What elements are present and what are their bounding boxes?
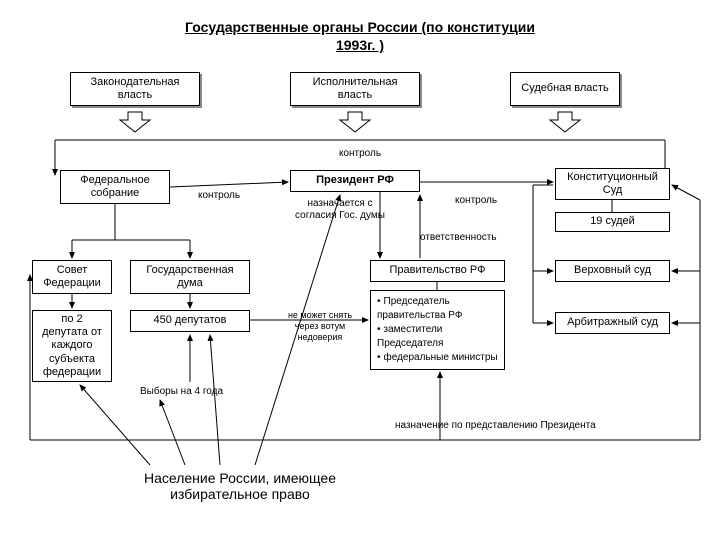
hollow-arrow-2 bbox=[340, 112, 370, 132]
elections-label: Выборы на 4 года bbox=[140, 386, 223, 398]
federal-assembly-box: Федеральное собрание bbox=[60, 170, 170, 204]
appointment-text: назначается с согласия Гос. думы bbox=[295, 198, 385, 222]
president-label: Президент РФ bbox=[316, 174, 394, 187]
population-text: Население России, имеющее избирательное … bbox=[100, 470, 380, 502]
appointment-president-label: назначение по представлению Президента bbox=[395, 420, 596, 432]
state-duma-box: Государственная дума bbox=[130, 260, 250, 294]
gov-ministers: федеральные министры bbox=[377, 351, 498, 365]
diagram-title: Государственные органы России (по консти… bbox=[0, 0, 720, 54]
executive-label: Исполнительная власть bbox=[295, 76, 415, 102]
executive-branch-box: Исполнительная власть bbox=[290, 72, 420, 106]
legislative-branch-box: Законодательная власть bbox=[70, 72, 200, 106]
judges-label: 19 судей bbox=[590, 215, 635, 228]
title-line-2: 1993г. ) bbox=[336, 37, 384, 53]
federal-assembly-label: Федеральное собрание bbox=[65, 174, 165, 200]
judicial-branch-box: Судебная власть bbox=[510, 72, 620, 106]
gov-chairman: Председатель правительства РФ bbox=[377, 295, 498, 323]
450-deputies-label: 450 депутатов bbox=[153, 314, 226, 327]
supreme-court-box: Верховный суд bbox=[555, 260, 670, 282]
constitutional-court-box: Конституционный Суд bbox=[555, 168, 670, 200]
constitutional-court-label: Конституционный Суд bbox=[560, 171, 665, 197]
450-deputies-box: 450 депутатов bbox=[130, 310, 250, 332]
judicial-label: Судебная власть bbox=[521, 82, 608, 95]
supreme-court-label: Верховный суд bbox=[574, 264, 651, 277]
state-duma-label: Государственная дума bbox=[135, 264, 245, 290]
gov-deputies: заместители Председателя bbox=[377, 323, 498, 351]
hollow-arrow-3 bbox=[550, 112, 580, 132]
title-line-1: Государственные органы России (по консти… bbox=[185, 19, 535, 35]
federation-council-label: Совет Федерации bbox=[37, 264, 107, 290]
arbitration-court-label: Арбитражный суд bbox=[567, 316, 658, 329]
two-deputies-box: по 2 депутата от каждого субъекта федера… bbox=[32, 310, 112, 382]
judges-box: 19 судей bbox=[555, 212, 670, 232]
hollow-arrow-1 bbox=[120, 112, 150, 132]
government-label: Правительство РФ bbox=[390, 264, 486, 277]
president-box: Президент РФ bbox=[290, 170, 420, 192]
responsibility-label: ответственность bbox=[420, 232, 497, 244]
federation-council-box: Совет Федерации bbox=[32, 260, 112, 294]
two-deputies-label: по 2 депутата от каждого субъекта федера… bbox=[37, 313, 107, 379]
control-right: контроль bbox=[455, 195, 497, 207]
control-left: контроль bbox=[198, 190, 240, 202]
government-members-box: Председатель правительства РФ заместител… bbox=[370, 290, 505, 370]
government-box: Правительство РФ bbox=[370, 260, 505, 282]
legislative-label: Законодательная власть bbox=[75, 76, 195, 102]
no-confidence-label: не может снять через вотум недоверия bbox=[285, 310, 355, 342]
arbitration-court-box: Арбитражный суд bbox=[555, 312, 670, 334]
control-label-top: контроль bbox=[330, 148, 390, 160]
